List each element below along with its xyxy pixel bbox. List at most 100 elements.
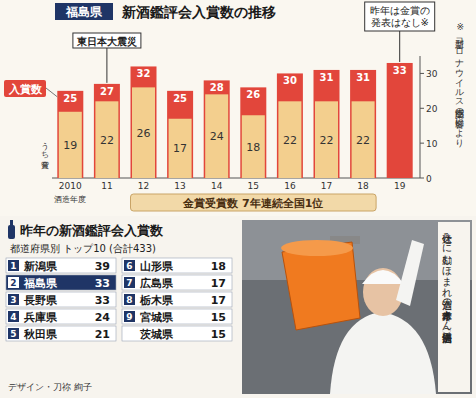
count: 18: [211, 260, 226, 273]
leader: [46, 88, 57, 97]
y-tick: [420, 108, 424, 109]
prefecture: 福島県: [23, 277, 58, 290]
rank: 2: [10, 278, 16, 288]
bottle-body: [8, 225, 15, 239]
bar-gold: [205, 94, 228, 178]
count: 17: [211, 277, 226, 290]
ranking-row: [122, 326, 232, 341]
note: ※新型コロナウイルス感染症の影響により: [455, 22, 465, 142]
data-label: 22: [356, 134, 370, 147]
photo-wall: [242, 220, 472, 280]
rank: 7: [126, 278, 132, 288]
prefecture: 茨城県: [139, 328, 174, 341]
x-tick-label: 12: [138, 181, 149, 191]
data-label: 19: [63, 139, 77, 152]
person-cap: [362, 270, 404, 284]
bar-gold: [278, 101, 301, 178]
rank: 9: [126, 312, 132, 322]
rank-box: [124, 311, 135, 322]
count: 33: [95, 277, 110, 290]
rank: 3: [10, 295, 16, 305]
bottom-panel: [0, 216, 476, 398]
data-label: 25: [63, 93, 77, 104]
prefecture: 長野県: [23, 294, 58, 307]
bar-total: [167, 91, 193, 178]
count: 17: [211, 294, 226, 307]
rank-box: [8, 260, 19, 271]
y-tick-label: 0: [426, 174, 432, 184]
count: 24: [95, 311, 111, 324]
annotation-line: 発表はなし※: [371, 17, 429, 28]
x-tick-label: 13: [174, 181, 185, 191]
series-label: うち金賞: [40, 136, 49, 154]
photo: [242, 220, 472, 394]
x-tick-label: 15: [248, 181, 259, 191]
data-label: 18: [246, 141, 260, 154]
page: 福島県新酒鑑評会入賞数の推移01020302519272232262517282…: [0, 0, 476, 398]
annotation: 東日本大震災: [76, 36, 137, 47]
y-tick: [420, 178, 424, 179]
region-box: [55, 3, 113, 20]
x-tick-label: 16: [284, 181, 296, 191]
bar-total: [204, 80, 230, 178]
bottle-icon: [8, 220, 15, 239]
rank: 5: [10, 329, 16, 339]
y-tick-label: 10: [426, 139, 438, 149]
rank: 4: [10, 312, 16, 322]
person-face: [363, 268, 403, 316]
data-label: 31: [320, 72, 334, 83]
region: 福島県: [65, 5, 103, 19]
annotation-box: [365, 2, 435, 31]
rank-box: [124, 260, 135, 271]
ranking-title: 昨年の新酒鑑評会入賞数: [20, 223, 164, 238]
bar-total: [94, 84, 120, 178]
rank-box: [8, 294, 19, 305]
ranking-row: [122, 258, 232, 273]
y-tick: [420, 73, 424, 74]
y-tick-label: 30: [426, 69, 438, 79]
data-label: 28: [210, 82, 224, 93]
count: 33: [95, 294, 110, 307]
rank-box: [124, 277, 135, 288]
data-label: 32: [137, 68, 151, 79]
count: 15: [211, 311, 226, 324]
bar-total: [131, 66, 157, 178]
chart-panel: [0, 0, 476, 216]
prefecture: 新潟県: [23, 260, 58, 273]
rank-box: [8, 311, 19, 322]
prefecture: 山形県: [140, 260, 174, 273]
bar-total: [314, 70, 340, 178]
banner-text: 金賞受賞数 7年連続全国1位: [182, 197, 323, 210]
leader: [106, 48, 107, 83]
data-label: 26: [246, 89, 260, 100]
banner: [131, 194, 377, 211]
caption-bg: [438, 222, 470, 392]
person-coat: [330, 312, 436, 394]
bar-gold: [169, 119, 192, 178]
data-label: 22: [320, 134, 334, 147]
bucket-rim: [281, 240, 353, 256]
bars: [57, 63, 412, 178]
x-tick-label: 18: [357, 181, 369, 191]
prefecture: 宮城県: [140, 311, 174, 324]
bar-gold: [242, 115, 265, 178]
count: 15: [211, 328, 226, 341]
x-tick-label: 11: [101, 181, 112, 191]
title: 新酒鑑評会入賞数の推移: [121, 4, 276, 20]
x-tick-label: 2010: [59, 181, 82, 191]
data-label: 26: [137, 127, 151, 140]
bar-total: [240, 87, 266, 178]
credit: デザイン・刀祢 絢子: [8, 382, 92, 392]
rank: 8: [126, 295, 132, 305]
count: 21: [95, 328, 110, 341]
bar-total: [350, 70, 376, 178]
leader: [399, 31, 400, 62]
y-axis: [420, 56, 421, 178]
ranking-row: [6, 258, 116, 273]
data-label: 17: [173, 142, 187, 155]
ranking-row: [6, 309, 116, 324]
data-label: 33: [393, 65, 407, 76]
ranking-row: [122, 309, 232, 324]
data-label: 24: [210, 130, 224, 143]
photo-bg: [242, 220, 472, 394]
